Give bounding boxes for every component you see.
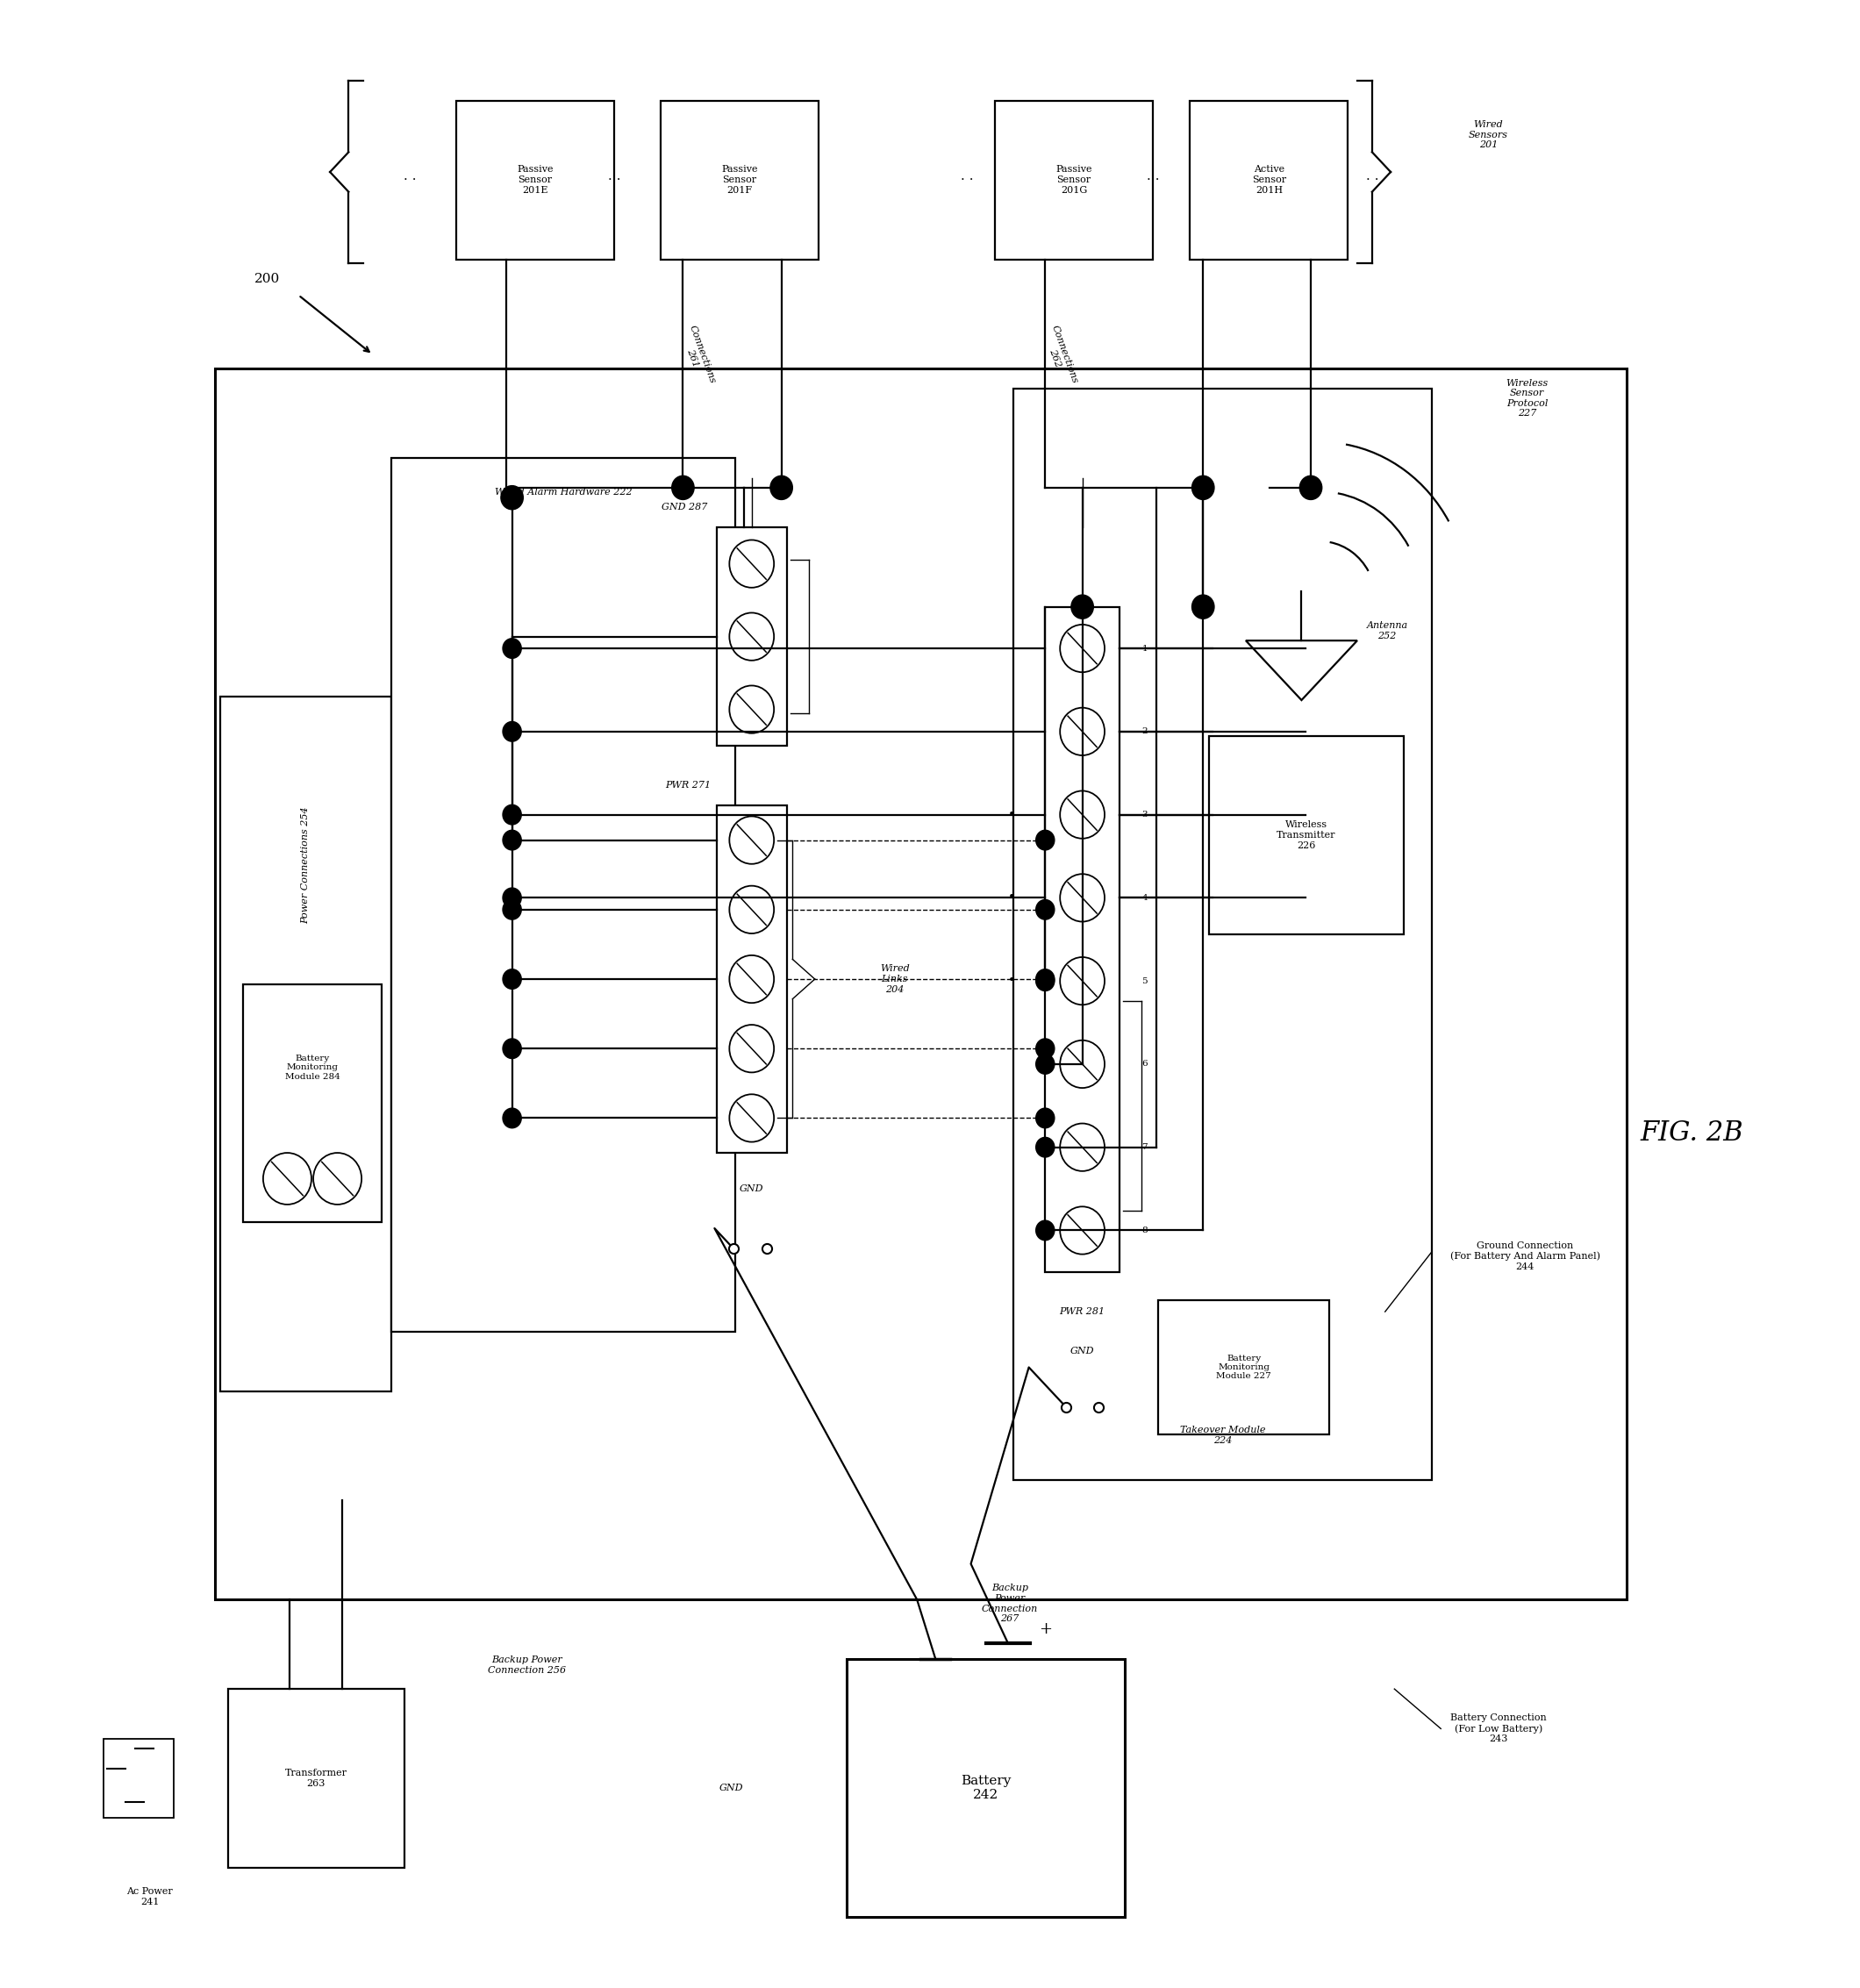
Text: 7: 7 <box>1142 1143 1148 1151</box>
Text: Backup Power
Connection 256: Backup Power Connection 256 <box>487 1656 565 1674</box>
Text: 2: 2 <box>1142 728 1148 736</box>
Text: Ground Connection
(For Battery And Alarm Panel)
244: Ground Connection (For Battery And Alarm… <box>1451 1241 1600 1270</box>
Text: Ac Power
241: Ac Power 241 <box>126 1887 173 1906</box>
Text: · ·: · · <box>404 173 417 187</box>
Circle shape <box>1192 594 1215 618</box>
Text: Wireless
Transmitter
226: Wireless Transmitter 226 <box>1276 821 1335 849</box>
Circle shape <box>502 1107 521 1127</box>
Bar <box>227 1690 404 1867</box>
Bar <box>1014 388 1432 1481</box>
Bar <box>1159 1300 1330 1435</box>
Circle shape <box>1036 1038 1055 1058</box>
Circle shape <box>1071 594 1094 618</box>
Text: 5: 5 <box>1142 976 1148 984</box>
Text: 6: 6 <box>1142 1060 1148 1068</box>
Text: Antenna
252: Antenna 252 <box>1367 620 1408 640</box>
Bar <box>846 1660 1125 1916</box>
Circle shape <box>671 475 694 499</box>
Circle shape <box>770 475 792 499</box>
Text: FIG. 2B: FIG. 2B <box>1641 1119 1743 1147</box>
Text: Wireless
Sensor
Protocol
227: Wireless Sensor Protocol 227 <box>1507 378 1548 417</box>
Text: Passive
Sensor
201E: Passive Sensor 201E <box>517 165 554 195</box>
Circle shape <box>502 831 521 851</box>
Text: Battery
242: Battery 242 <box>960 1775 1010 1801</box>
Text: PWR 281: PWR 281 <box>1060 1308 1105 1316</box>
Text: Transformer
263: Transformer 263 <box>285 1769 348 1787</box>
Circle shape <box>502 805 521 825</box>
Circle shape <box>1036 1137 1055 1157</box>
Circle shape <box>500 485 523 509</box>
Circle shape <box>1036 1107 1055 1127</box>
Text: GND: GND <box>720 1783 744 1793</box>
Bar <box>104 1740 175 1817</box>
Circle shape <box>1036 970 1055 990</box>
Text: Connections
261: Connections 261 <box>679 324 718 388</box>
Bar <box>216 368 1628 1600</box>
Circle shape <box>1036 831 1055 851</box>
Circle shape <box>1300 475 1322 499</box>
Bar <box>242 984 381 1223</box>
Circle shape <box>1036 901 1055 920</box>
Text: GND: GND <box>1070 1348 1094 1356</box>
Circle shape <box>502 901 521 920</box>
Text: GND 287: GND 287 <box>660 503 707 511</box>
Bar <box>716 805 787 1153</box>
Text: Battery
Monitoring
Module 227: Battery Monitoring Module 227 <box>1216 1354 1272 1380</box>
Text: Connections
262: Connections 262 <box>1040 324 1079 388</box>
Text: 3: 3 <box>1142 811 1148 819</box>
Circle shape <box>502 889 521 909</box>
Circle shape <box>1192 475 1215 499</box>
Bar <box>1209 736 1404 934</box>
Bar <box>221 696 391 1392</box>
Text: Passive
Sensor
201G: Passive Sensor 201G <box>1056 165 1092 195</box>
Text: GND: GND <box>740 1185 764 1193</box>
Text: Battery Connection
(For Low Battery)
243: Battery Connection (For Low Battery) 243 <box>1451 1714 1546 1743</box>
Text: Power Connections 254: Power Connections 254 <box>301 807 311 924</box>
Bar <box>716 527 787 746</box>
Text: Battery
Monitoring
Module 284: Battery Monitoring Module 284 <box>285 1054 340 1081</box>
Text: Wired
Links
204: Wired Links 204 <box>880 964 910 994</box>
Text: · ·: · · <box>962 173 973 187</box>
Text: · ·: · · <box>1365 173 1378 187</box>
Text: Active
Sensor
201H: Active Sensor 201H <box>1252 165 1285 195</box>
Text: +: + <box>1038 1622 1051 1638</box>
Circle shape <box>1036 970 1055 990</box>
Text: · ·: · · <box>608 173 621 187</box>
Circle shape <box>502 722 521 742</box>
Text: Wired Alarm Hardware 222: Wired Alarm Hardware 222 <box>495 487 632 497</box>
Text: 200: 200 <box>255 272 279 286</box>
Text: Backup
Power
Connection
267: Backup Power Connection 267 <box>982 1584 1038 1624</box>
Bar <box>1045 606 1120 1272</box>
Text: · ·: · · <box>1146 173 1159 187</box>
Text: •: • <box>1008 974 1016 988</box>
Bar <box>456 101 614 258</box>
Bar <box>660 101 818 258</box>
Circle shape <box>1036 1054 1055 1074</box>
Bar <box>391 457 735 1332</box>
Text: Takeover Module
224: Takeover Module 224 <box>1179 1425 1265 1445</box>
Text: Passive
Sensor
201F: Passive Sensor 201F <box>722 165 757 195</box>
Text: •: • <box>1008 893 1016 905</box>
Circle shape <box>502 638 521 658</box>
Bar <box>995 101 1153 258</box>
Bar <box>1190 101 1348 258</box>
Circle shape <box>502 970 521 990</box>
Text: Wired
Sensors
201: Wired Sensors 201 <box>1469 121 1508 149</box>
Circle shape <box>502 1038 521 1058</box>
Text: 4: 4 <box>1142 895 1148 903</box>
Circle shape <box>1036 1221 1055 1241</box>
Text: 1: 1 <box>1142 644 1148 652</box>
Text: •: • <box>1008 809 1016 821</box>
Text: 8: 8 <box>1142 1227 1148 1235</box>
Text: PWR 271: PWR 271 <box>666 781 711 789</box>
